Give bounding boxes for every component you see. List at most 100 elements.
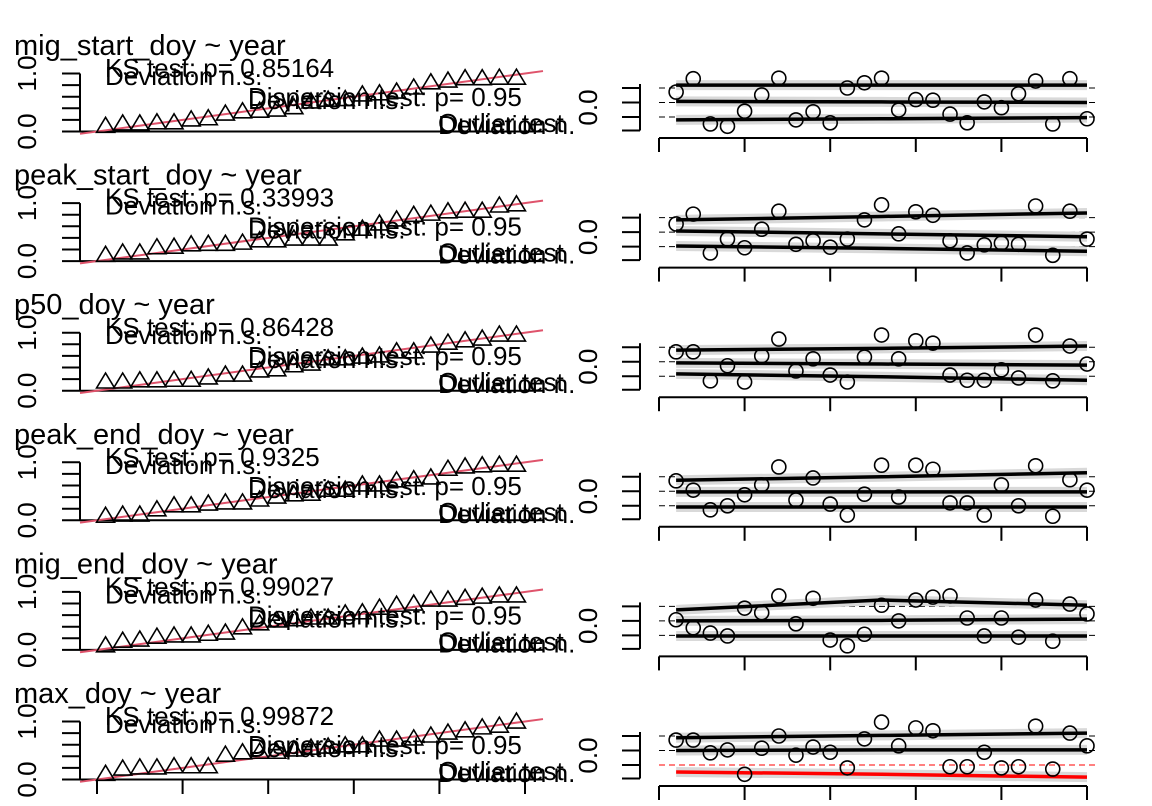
residual-point xyxy=(702,245,719,261)
residual-point xyxy=(788,492,804,508)
residual-point xyxy=(771,203,787,220)
residual-point xyxy=(839,80,856,96)
residual-point xyxy=(925,335,941,351)
annotation: Outlier test xyxy=(438,367,564,397)
residual-point xyxy=(1062,471,1078,488)
annotation: KS test: p= 0.9325 xyxy=(105,442,320,472)
qq-point xyxy=(317,228,339,246)
annotation: KS test: p= 0.85164 xyxy=(105,53,334,83)
qq-point xyxy=(300,483,322,501)
qq-point xyxy=(386,341,408,359)
qq-point xyxy=(454,200,476,219)
quantile-band xyxy=(676,595,1087,615)
reference-line xyxy=(79,329,544,394)
residual-point xyxy=(1010,497,1027,514)
qq-point xyxy=(283,228,305,246)
residual-point xyxy=(822,367,839,383)
qq-point xyxy=(163,625,185,643)
qq-point xyxy=(249,613,271,631)
residual-point xyxy=(959,372,975,389)
residual-point xyxy=(736,103,753,119)
qq-point xyxy=(163,495,185,513)
residual-point xyxy=(736,486,753,503)
qq-point xyxy=(506,67,527,85)
residual-point xyxy=(719,357,736,374)
residual-point xyxy=(1062,203,1078,220)
y-tick-label: 0.0 xyxy=(12,632,42,668)
residual-point xyxy=(839,374,856,390)
annotation: Deviation n.s. xyxy=(105,61,263,91)
y-tick-label: 0.0 xyxy=(573,478,603,514)
residual-point xyxy=(1027,457,1044,474)
quantile-line xyxy=(676,617,1088,623)
residual-point xyxy=(1010,629,1027,645)
qq-point xyxy=(129,629,151,647)
residual-point xyxy=(925,92,941,108)
annotation: Dispersion test: p= 0.95 xyxy=(248,730,522,760)
residual-point xyxy=(685,206,702,222)
qq-point xyxy=(232,742,253,760)
residual-point xyxy=(788,363,804,379)
qq-point xyxy=(112,630,134,648)
residual-point xyxy=(788,112,804,128)
qq-point xyxy=(403,341,425,359)
quantile-line xyxy=(676,598,1088,612)
qq-point xyxy=(317,736,339,754)
qq-point xyxy=(214,233,236,252)
qq-point xyxy=(437,201,459,219)
residual-point xyxy=(719,628,736,644)
qq-point xyxy=(454,456,476,474)
residual-point xyxy=(788,747,804,763)
residual-point xyxy=(1062,338,1078,354)
qq-point xyxy=(146,112,168,130)
annotation: Deviation n.s. xyxy=(438,758,596,788)
residual-point xyxy=(925,461,941,478)
qq-point xyxy=(163,756,185,774)
residual-point xyxy=(873,457,890,474)
qq-point xyxy=(232,101,253,119)
panel-row: peak_end_doy ~ year 0.0 1.0 KS test: p= 0.9… xyxy=(12,419,1098,541)
qq-point xyxy=(351,735,373,753)
residual-point xyxy=(890,102,907,118)
y-tick-label: 0.0 xyxy=(12,761,42,797)
residual-point xyxy=(668,732,684,748)
residual-point xyxy=(753,604,770,621)
residual-point xyxy=(942,495,958,511)
quantile-line xyxy=(676,211,1088,222)
panel-row: peak_start_doy ~ year 0.0 1.0 KS test: p= 0… xyxy=(12,160,1098,282)
qq-point xyxy=(351,218,373,236)
qq-point xyxy=(506,454,527,472)
panel-title: mig_end_doy ~ year xyxy=(14,548,278,580)
residual-point xyxy=(907,457,924,474)
residual-point xyxy=(959,610,975,626)
residual-point xyxy=(873,197,890,213)
residual-point xyxy=(890,489,907,505)
residual-point xyxy=(805,470,821,486)
residual-point xyxy=(1027,718,1044,734)
qq-point xyxy=(95,115,116,134)
qq-point xyxy=(95,635,116,653)
qq-point xyxy=(420,72,442,90)
qq-point xyxy=(112,371,134,389)
residual-point xyxy=(890,226,907,242)
quantile-line xyxy=(676,748,1087,753)
qq-point xyxy=(214,364,236,382)
residual-point xyxy=(1010,236,1027,253)
y-tick-label: 1.0 xyxy=(12,703,42,739)
annotation: Deviation n.s. xyxy=(248,215,406,245)
residual-point xyxy=(685,344,702,360)
qq-point xyxy=(369,83,390,101)
residual-point xyxy=(822,239,839,255)
residual-point xyxy=(856,212,873,228)
annotation: Deviation n.s. xyxy=(438,110,596,140)
residual-point xyxy=(856,74,873,91)
residual-point xyxy=(805,350,821,367)
residual-point xyxy=(976,372,993,389)
quantile-line xyxy=(676,244,1088,253)
qq-point xyxy=(180,625,202,643)
qq-point xyxy=(163,369,185,388)
qq-point xyxy=(334,603,356,621)
residual-point xyxy=(1027,327,1044,343)
qq-point xyxy=(283,609,305,627)
